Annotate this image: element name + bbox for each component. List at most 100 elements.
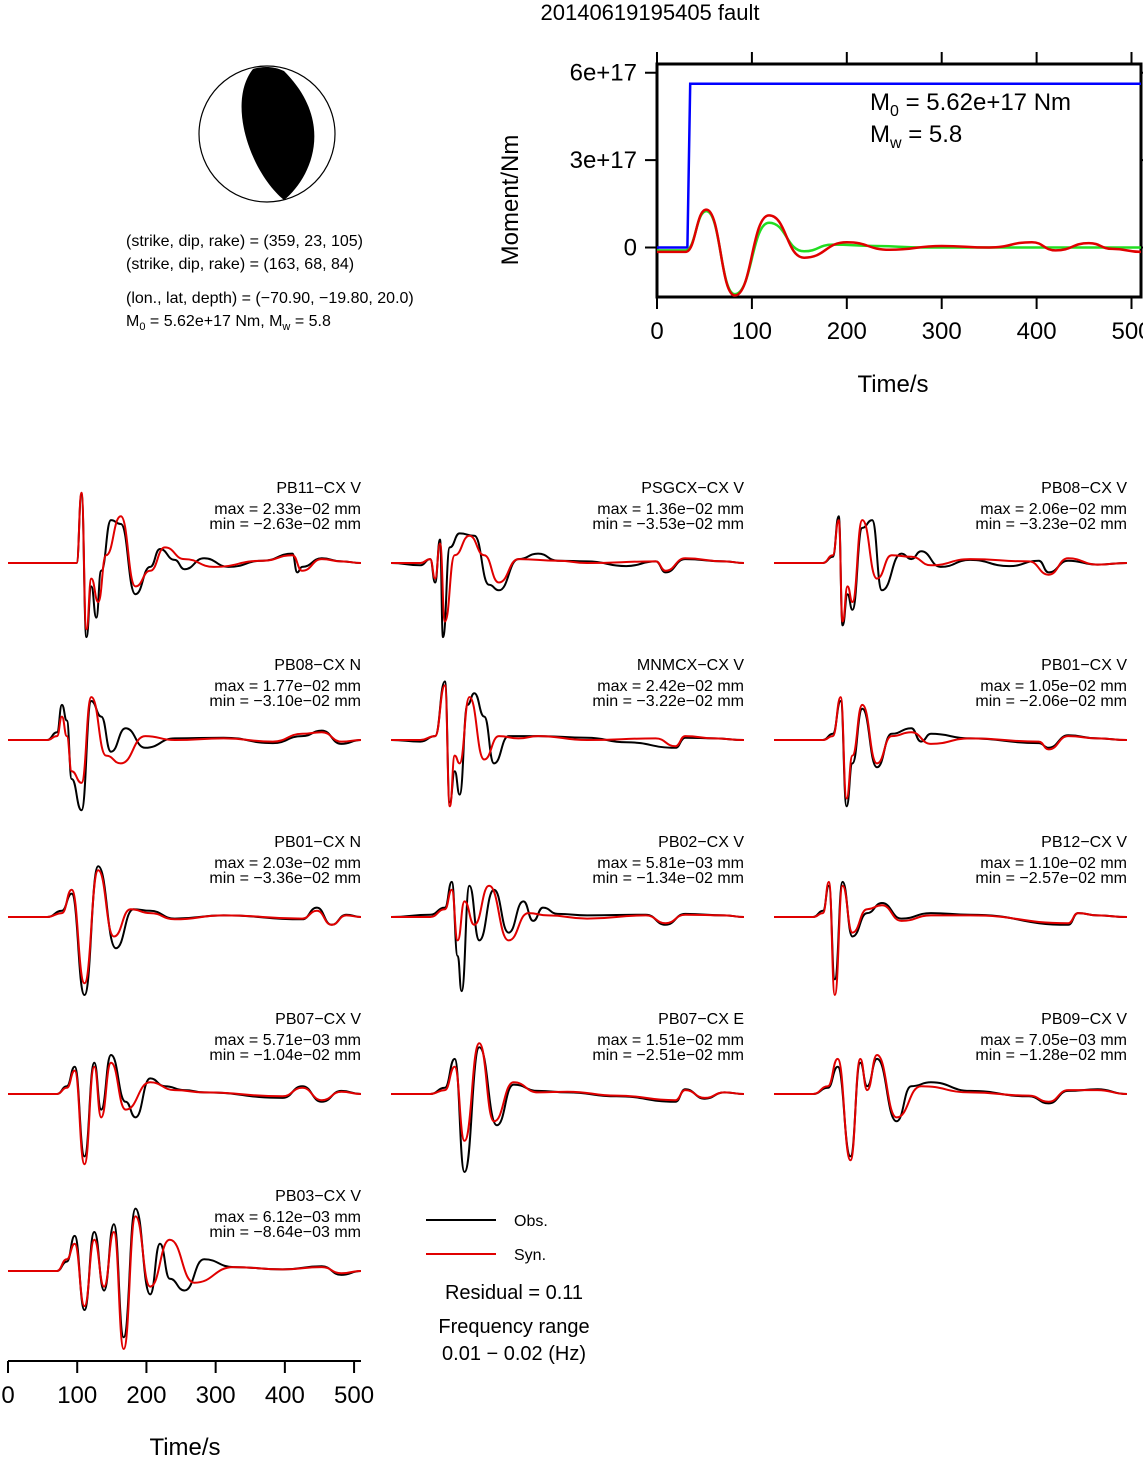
- moment-xlabel: Time/s: [857, 371, 928, 398]
- legend: Obs. Syn. Residual = 0.11 Frequency rang…: [426, 1213, 590, 1365]
- legend-obs-label: Obs.: [514, 1213, 548, 1230]
- station-min: min = −2.57e−02 mm: [975, 870, 1127, 887]
- legend-syn-label: Syn.: [514, 1247, 546, 1264]
- obs-trace: [7, 1053, 362, 1158]
- moment-series-1: [657, 209, 1141, 296]
- station-min: min = −3.22e−02 mm: [592, 693, 744, 710]
- station-max: max = 1.77e−02 mm: [214, 678, 361, 695]
- syn-trace: [391, 684, 745, 808]
- moment-xtick-label: 200: [827, 318, 867, 345]
- obs-trace: [774, 699, 1128, 808]
- station-min: min = −3.53e−02 mm: [592, 516, 744, 533]
- moment-xtick-label: 300: [922, 318, 962, 345]
- moment-magnitude-text: M0 = 5.62e+17 Nm, Mw = 5.8: [126, 313, 331, 334]
- station-name: PB03−CX V: [275, 1188, 361, 1205]
- syn-trace: [774, 880, 1128, 997]
- moment-m0-annotation: M0 = 5.62e+17 Nm: [870, 89, 1071, 120]
- waveform-xtick-label: 500: [334, 1382, 374, 1409]
- moment-ytick-label: 3e+17: [570, 147, 637, 174]
- station-max: max = 5.81e−03 mm: [597, 855, 744, 872]
- station-name: PSGCX−CX V: [641, 480, 744, 497]
- moment-mw-annotation: Mw = 5.8: [870, 121, 962, 152]
- waveform-xtick-label: 100: [57, 1382, 97, 1409]
- station-name: PB09−CX V: [1041, 1011, 1127, 1028]
- obs-trace: [390, 532, 745, 639]
- station-max: max = 1.36e−02 mm: [597, 501, 744, 518]
- syn-trace: [7, 1061, 362, 1166]
- station-min: min = −1.04e−02 mm: [209, 1047, 361, 1064]
- waveform-xtick-label: 400: [265, 1382, 305, 1409]
- obs-trace: [8, 699, 362, 812]
- moment-ytick-label: 0: [624, 234, 637, 261]
- frequency-range-value: 0.01 − 0.02 (Hz): [442, 1343, 586, 1365]
- syn-trace: [391, 534, 745, 623]
- moment-chart: Moment/Nm Time/s M0 = 5.62e+17 Nm Mw = 5…: [497, 52, 1143, 398]
- station-max: max = 2.33e−02 mm: [214, 501, 361, 518]
- syn-trace: [8, 869, 362, 985]
- station-name: PB01−CX N: [274, 834, 361, 851]
- station-min: min = −1.28e−02 mm: [975, 1047, 1127, 1064]
- moment-plot-frame: [655, 62, 1143, 299]
- station-min: min = −2.06e−02 mm: [975, 693, 1127, 710]
- station-min: min = −3.10e−02 mm: [209, 693, 361, 710]
- station-name: PB08−CX V: [1041, 480, 1127, 497]
- station-max: max = 1.05e−02 mm: [980, 678, 1127, 695]
- frequency-range-label: Frequency range: [438, 1316, 589, 1338]
- station-name: MNMCX−CX V: [637, 657, 744, 674]
- waveform-xtick-label: 0: [1, 1382, 14, 1409]
- beachball-icon: [198, 65, 336, 203]
- waveform-xtick-label: 200: [126, 1382, 166, 1409]
- station-max: max = 2.42e−02 mm: [597, 678, 744, 695]
- syn-trace: [8, 491, 362, 631]
- waveform-xtick-label: 300: [196, 1382, 236, 1409]
- obs-trace: [390, 1046, 745, 1174]
- plane1-text: (strike, dip, rake) = (359, 23, 105): [126, 233, 363, 250]
- moment-ylabel: Moment/Nm: [497, 135, 524, 266]
- syn-trace: [773, 1053, 1128, 1162]
- station-name: PB12−CX V: [1041, 834, 1127, 851]
- station-min: min = −3.23e−02 mm: [975, 516, 1127, 533]
- location-text: (lon., lat, depth) = (−70.90, −19.80, 20…: [126, 290, 414, 307]
- syn-trace: [7, 1215, 362, 1351]
- obs-trace: [8, 493, 362, 639]
- syn-trace: [8, 696, 362, 784]
- moment-series-0: [657, 82, 1141, 249]
- moment-ytick-label: 6e+17: [570, 60, 637, 87]
- station-min: min = −1.34e−02 mm: [592, 870, 744, 887]
- station-min: min = −2.63e−02 mm: [209, 516, 361, 533]
- station-min: min = −3.36e−02 mm: [209, 870, 361, 887]
- station-max: max = 5.71e−03 mm: [214, 1032, 361, 1049]
- station-max: max = 2.06e−02 mm: [980, 501, 1127, 518]
- syn-trace: [391, 884, 745, 942]
- residual-text: Residual = 0.11: [445, 1282, 583, 1304]
- waveform-xlabel: Time/s: [149, 1434, 220, 1457]
- obs-trace: [773, 1057, 1128, 1158]
- station-max: max = 1.10e−02 mm: [980, 855, 1127, 872]
- station-name: PB08−CX N: [274, 657, 361, 674]
- syn-trace: [774, 696, 1128, 800]
- obs-trace: [390, 880, 745, 993]
- station-min: min = −2.51e−02 mm: [592, 1047, 744, 1064]
- moment-xtick-label: 0: [650, 318, 663, 345]
- station-max: max = 7.05e−03 mm: [980, 1032, 1127, 1049]
- moment-xtick-label: 500: [1111, 318, 1143, 345]
- station-max: max = 6.12e−03 mm: [214, 1209, 361, 1226]
- station-name: PB07−CX V: [275, 1011, 361, 1028]
- station-max: max = 2.03e−02 mm: [214, 855, 361, 872]
- figure-title: 20140619195405 fault: [540, 0, 760, 25]
- plane2-text: (strike, dip, rake) = (163, 68, 84): [126, 256, 355, 273]
- station-max: max = 1.51e−02 mm: [597, 1032, 744, 1049]
